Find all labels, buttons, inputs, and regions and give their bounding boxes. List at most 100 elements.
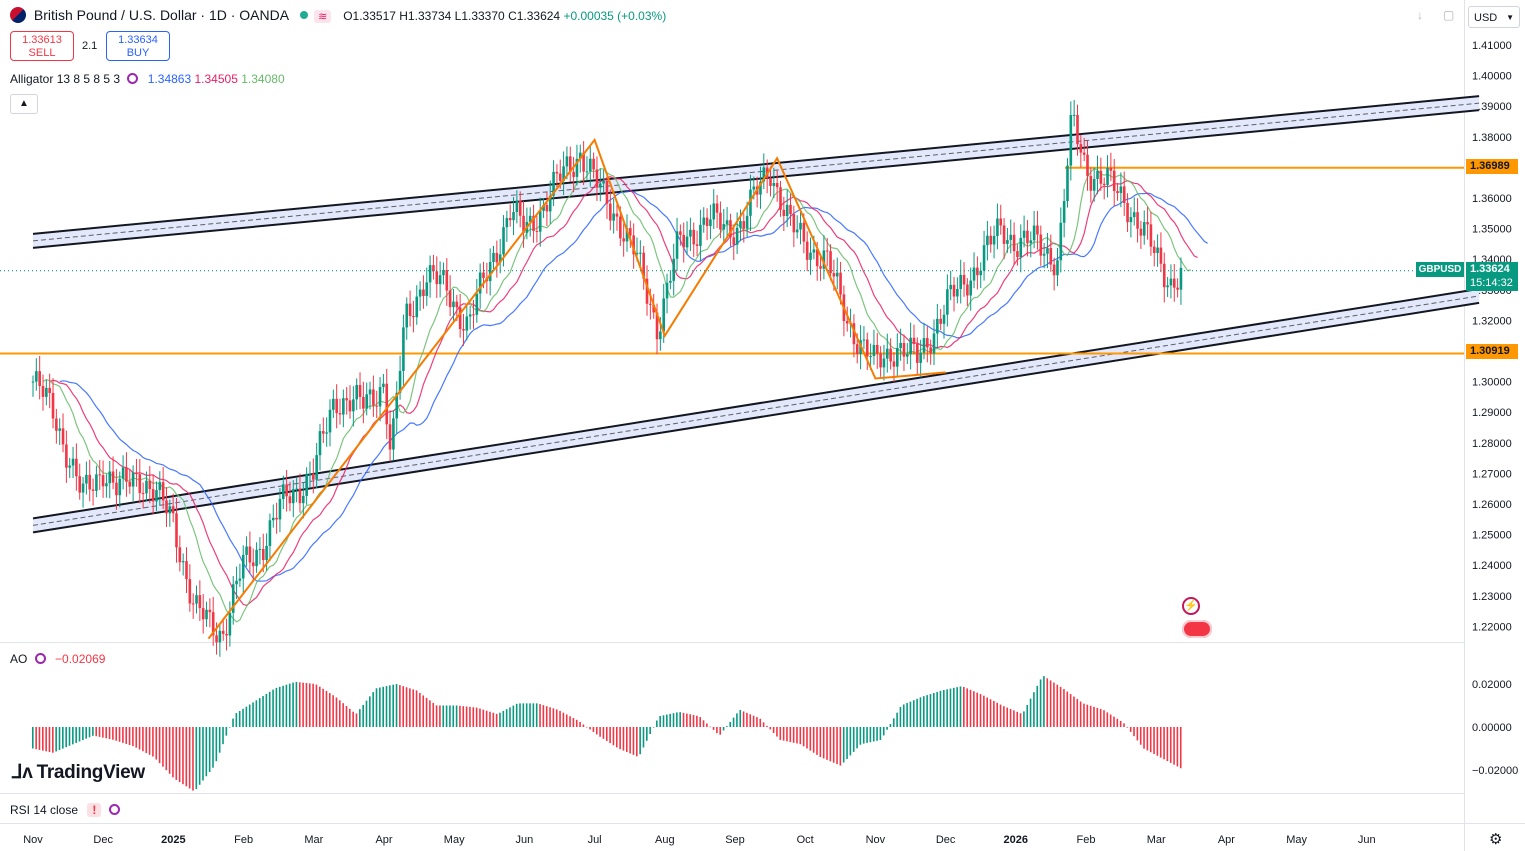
economic-events-flags-icon[interactable] bbox=[1182, 620, 1212, 638]
candle-body bbox=[799, 222, 802, 230]
candle-body bbox=[498, 254, 502, 263]
ao-bar bbox=[1116, 718, 1119, 727]
lightning-event-icon[interactable]: ⚡ bbox=[1182, 597, 1200, 615]
ao-bar bbox=[906, 703, 908, 727]
candle bbox=[235, 566, 238, 600]
lower-channel-line-edge bbox=[32, 287, 1480, 520]
ao-bar bbox=[495, 713, 498, 727]
candle-body bbox=[642, 252, 645, 279]
ao-bar bbox=[859, 727, 862, 745]
candle-body bbox=[372, 389, 375, 406]
candle bbox=[498, 239, 502, 274]
candle-body bbox=[1076, 114, 1079, 145]
candle-body bbox=[175, 513, 178, 548]
candle bbox=[512, 196, 515, 236]
candle-body bbox=[1072, 114, 1076, 116]
rsi-settings-icon[interactable] bbox=[108, 804, 120, 815]
candle bbox=[1136, 198, 1139, 243]
candle bbox=[542, 198, 545, 218]
ao-bar bbox=[839, 727, 842, 766]
ao-bar bbox=[285, 684, 288, 727]
candle-body bbox=[659, 331, 662, 340]
download-icon[interactable]: ↓ bbox=[1417, 8, 1423, 22]
candle bbox=[962, 262, 966, 297]
candle-body bbox=[578, 152, 582, 159]
candle bbox=[805, 231, 809, 272]
ao-bar bbox=[1139, 727, 1142, 745]
candle-body bbox=[1126, 203, 1129, 223]
candle bbox=[946, 274, 949, 327]
ao-bar bbox=[352, 711, 354, 727]
candle-body bbox=[1066, 165, 1069, 202]
rsi-warning-icon[interactable]: ! bbox=[87, 803, 102, 817]
ao-bar bbox=[716, 727, 718, 734]
ao-bar bbox=[482, 709, 485, 727]
ao-bar bbox=[649, 727, 651, 735]
currency-selector[interactable]: USD ▼ bbox=[1468, 6, 1520, 28]
sell-button[interactable]: 1.33613 SELL bbox=[10, 31, 74, 61]
candle bbox=[1062, 188, 1066, 238]
candle bbox=[966, 278, 969, 307]
ao-bar bbox=[42, 727, 44, 751]
ao-bar bbox=[892, 718, 895, 727]
symbol-title[interactable]: British Pound / U.S. Dollar · 1D · OANDA bbox=[33, 7, 289, 23]
candle bbox=[872, 329, 876, 365]
candle-body bbox=[188, 579, 192, 604]
candle-body bbox=[215, 635, 218, 643]
time-tick-label: Jun bbox=[1358, 834, 1376, 846]
ao-legend[interactable]: AO −0.02069 bbox=[10, 652, 105, 666]
alligator-legend[interactable]: Alligator 13 8 5 8 5 3 1.34863 1.34505 1… bbox=[10, 72, 285, 86]
alligator-teeth-line bbox=[49, 175, 1198, 607]
ao-bar bbox=[509, 707, 511, 727]
ao-bar bbox=[939, 690, 942, 727]
candle-body bbox=[258, 548, 262, 550]
ao-bar bbox=[712, 727, 715, 730]
collapse-legend-button[interactable]: ▲ bbox=[10, 94, 38, 114]
candle bbox=[1079, 134, 1083, 168]
ao-bar bbox=[973, 691, 975, 727]
chart-settings-gear-icon[interactable]: ⚙ bbox=[1489, 831, 1503, 848]
candle bbox=[1059, 207, 1063, 273]
candle-body bbox=[1042, 253, 1046, 256]
alligator-jaw-value: 1.34863 bbox=[147, 72, 192, 86]
maximize-icon[interactable]: ▢ bbox=[1443, 8, 1455, 22]
buy-button[interactable]: 1.33634 BUY bbox=[106, 31, 170, 61]
ao-bar bbox=[605, 727, 608, 741]
ao-settings-icon[interactable] bbox=[34, 653, 46, 664]
candle bbox=[1129, 207, 1133, 238]
ao-bar bbox=[1046, 678, 1049, 727]
candle-body bbox=[1052, 264, 1056, 276]
candle bbox=[1142, 210, 1146, 245]
candle-body bbox=[278, 499, 282, 520]
ao-bar bbox=[1146, 727, 1149, 751]
candle-body bbox=[205, 609, 208, 620]
candle bbox=[745, 201, 749, 237]
rsi-legend[interactable]: RSI 14 close ! bbox=[10, 803, 126, 817]
ao-bar bbox=[68, 727, 71, 746]
market-open-icon bbox=[300, 11, 309, 19]
candle bbox=[555, 164, 559, 189]
candle bbox=[996, 203, 999, 250]
candle-body bbox=[105, 483, 108, 487]
candle-body bbox=[312, 473, 315, 480]
candle bbox=[271, 504, 275, 528]
candle bbox=[291, 480, 295, 518]
ao-bar bbox=[1066, 691, 1069, 727]
ao-bar bbox=[1149, 727, 1152, 753]
candle-body bbox=[368, 389, 372, 395]
candle-body bbox=[989, 235, 993, 245]
alligator-settings-icon[interactable] bbox=[127, 73, 139, 84]
ao-bar bbox=[999, 704, 1002, 727]
candle bbox=[61, 413, 65, 453]
ao-bar bbox=[565, 714, 568, 727]
candle-body bbox=[612, 213, 615, 221]
ao-bar bbox=[816, 727, 818, 755]
ao-bar bbox=[652, 727, 655, 728]
candle bbox=[799, 208, 802, 245]
ao-bar bbox=[1109, 714, 1112, 727]
ao-bar bbox=[1106, 712, 1109, 727]
ao-bar bbox=[642, 727, 645, 748]
candle-body bbox=[1179, 267, 1183, 290]
candle-body bbox=[1142, 222, 1146, 236]
